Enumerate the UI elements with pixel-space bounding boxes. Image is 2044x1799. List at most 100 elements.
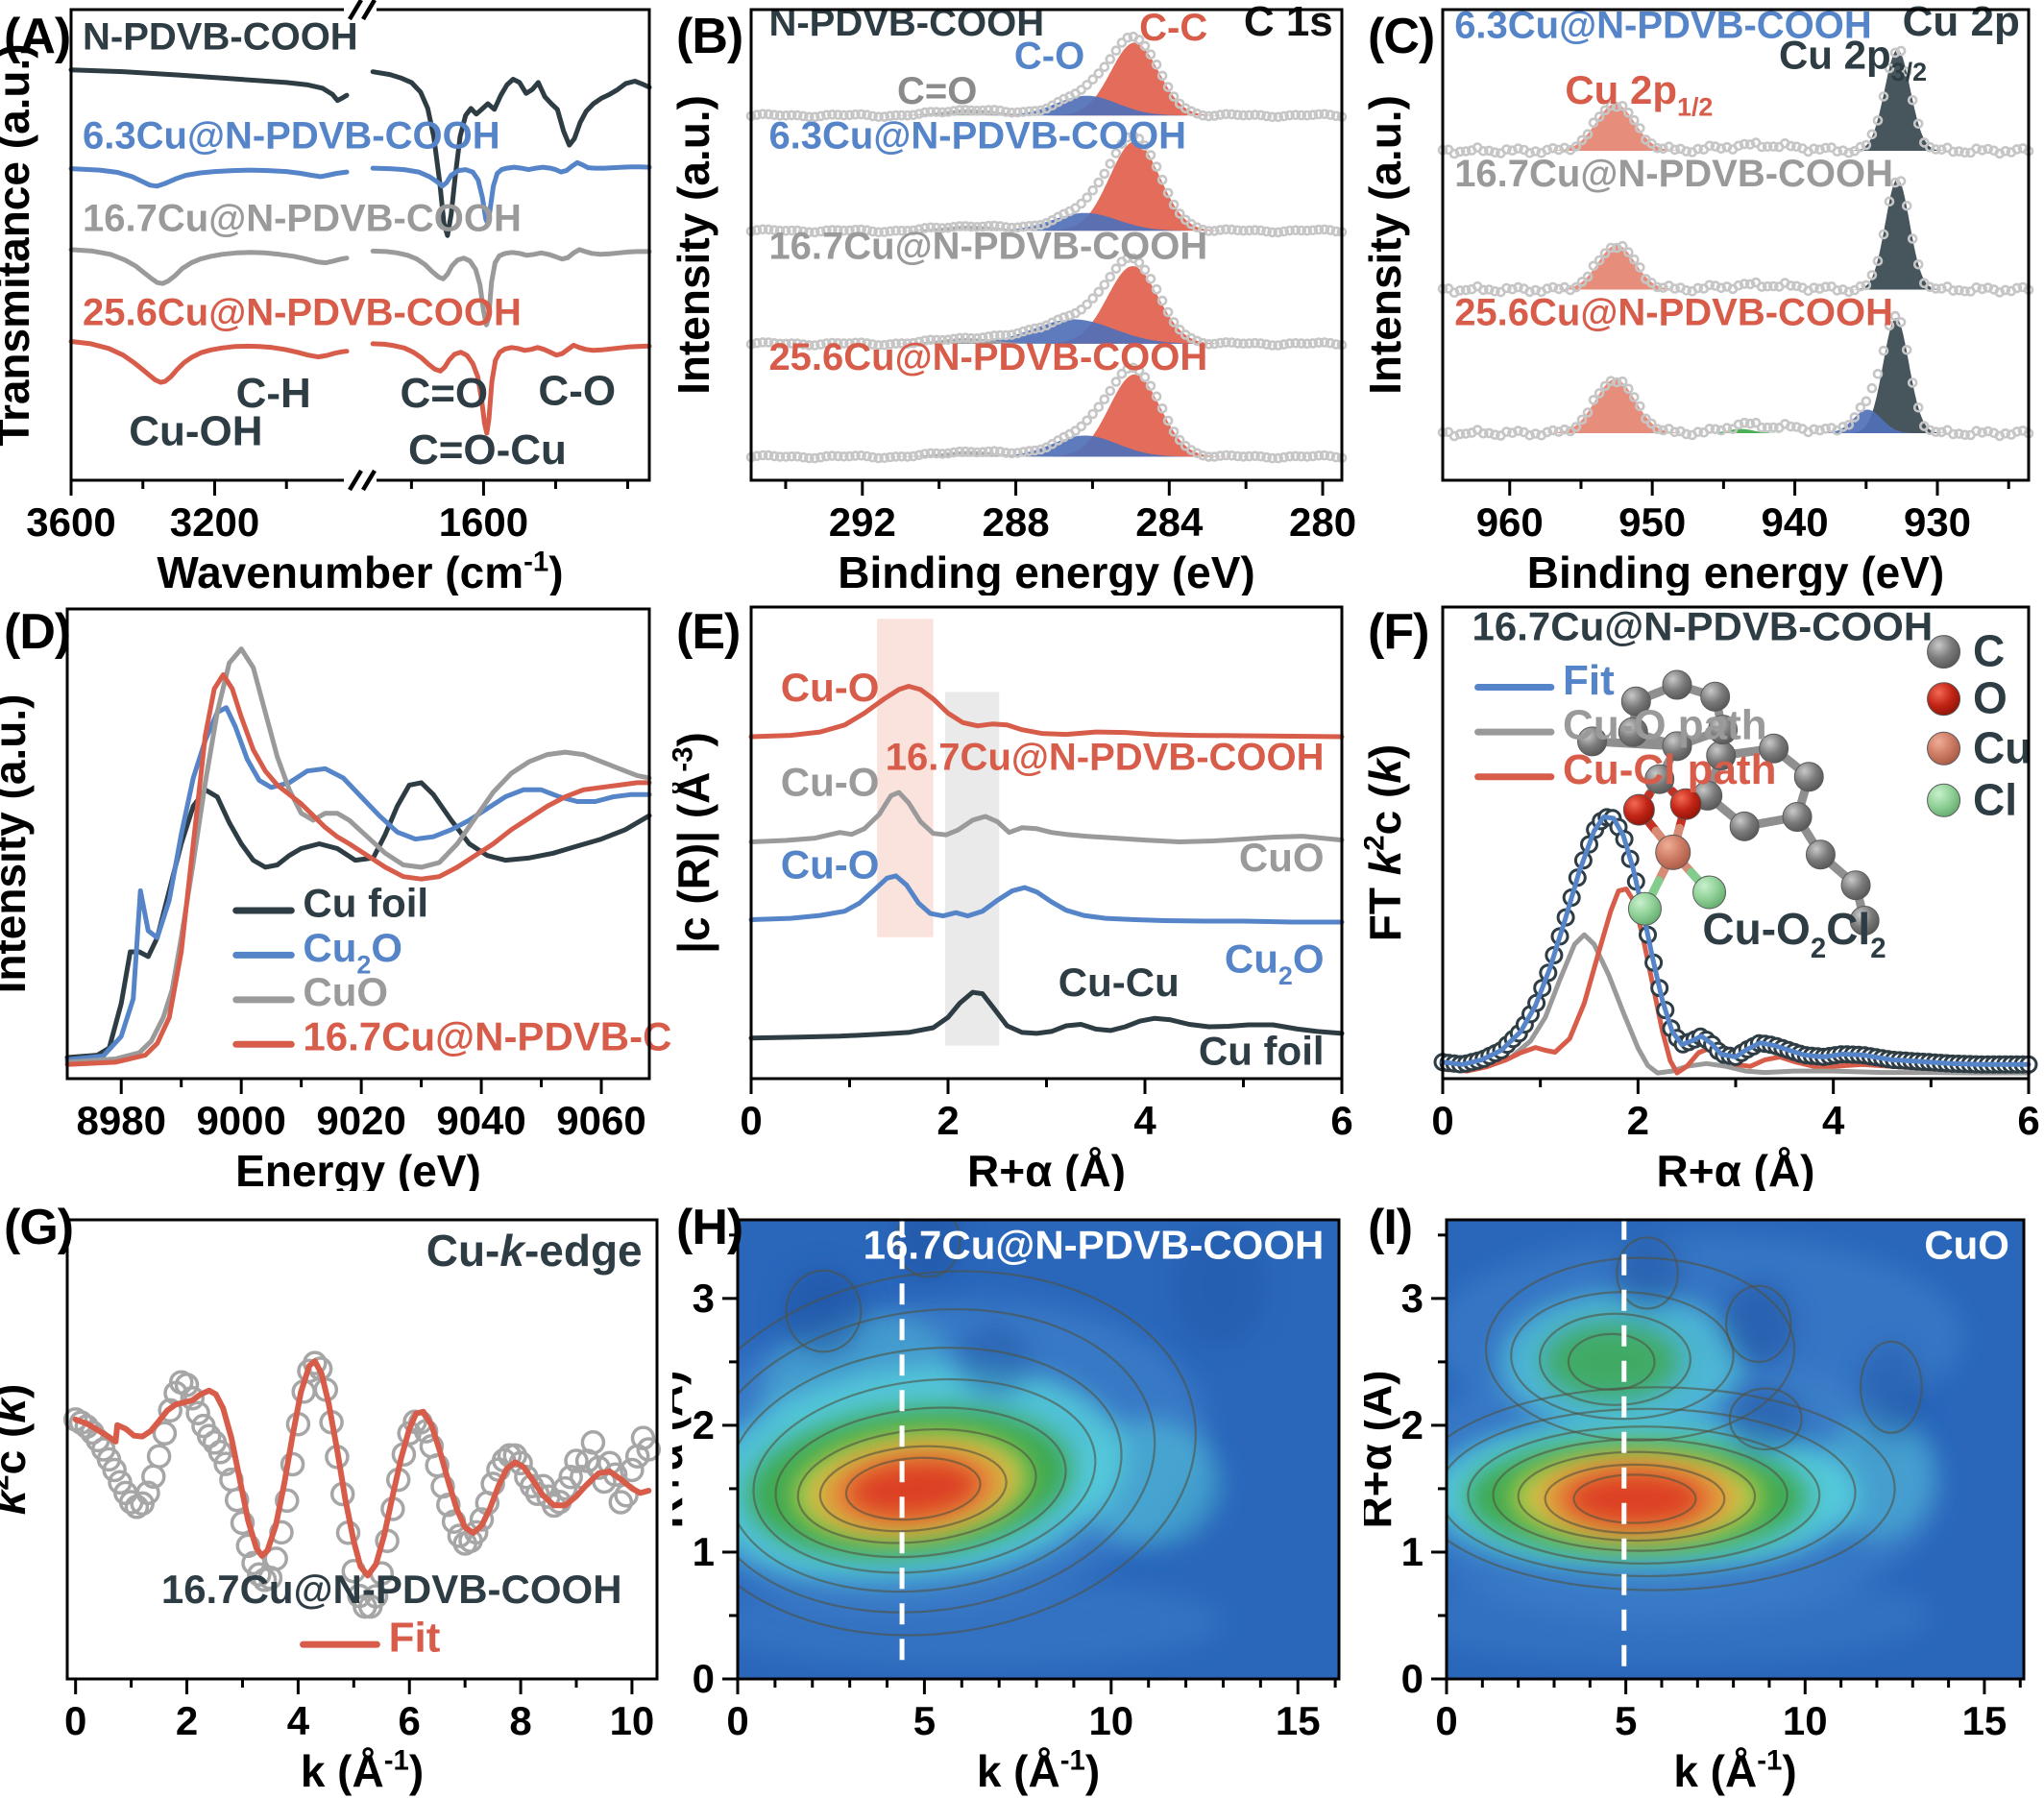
svg-text:3: 3 <box>1401 1276 1424 1321</box>
panel-h-letter: (H) <box>676 1200 743 1255</box>
svg-text:6.3Cu@N-PDVB-COOH: 6.3Cu@N-PDVB-COOH <box>83 115 500 158</box>
svg-text:Cu-O path: Cu-O path <box>1563 701 1767 748</box>
panel-b-chart: N-PDVB-COOH C 1sC=OC-OC-C6.3Cu@N-PDVB-COO… <box>672 0 1356 596</box>
svg-text:Intensity (a.u.): Intensity (a.u.) <box>1364 95 1410 395</box>
panel-i: (I) CuO 0 5 10 15 0 1 2 3 k (Å-1) R+α (Å) <box>1364 1191 2044 1799</box>
svg-text:Cu-OH: Cu-OH <box>129 407 262 454</box>
svg-text:Energy (eV): Energy (eV) <box>235 1146 481 1191</box>
svg-text:288: 288 <box>983 499 1050 545</box>
svg-text:C-O: C-O <box>538 368 616 415</box>
svg-text:10: 10 <box>610 1698 655 1743</box>
svg-text:C=O-Cu: C=O-Cu <box>408 426 567 474</box>
svg-text:|c (R)| (Å-3): |c (R)| (Å-3) <box>672 732 718 954</box>
svg-text:9020: 9020 <box>316 1098 405 1143</box>
svg-text:9000: 9000 <box>196 1098 285 1143</box>
svg-text:9060: 9060 <box>556 1098 645 1143</box>
panel-a-chart: N-PDVB-COOH 6.3Cu@N-PDVB-COOH 16.7Cu@N-PDV… <box>0 0 652 596</box>
svg-text:16.7Cu@N-PDVB-COOH: 16.7Cu@N-PDVB-COOH <box>1454 153 1893 195</box>
svg-text:930: 930 <box>1904 499 1971 545</box>
svg-text:5: 5 <box>913 1698 936 1743</box>
panel-e-letter: (E) <box>676 604 741 660</box>
svg-text:16.7Cu@N-PDVB-COOH: 16.7Cu@N-PDVB-COOH <box>161 1567 622 1612</box>
panel-e: (E) Cu-O 16.7Cu@N-PDVB-COOH Cu-O CuO Cu-O Cu2… <box>672 596 1364 1191</box>
svg-text:0: 0 <box>726 1698 748 1743</box>
svg-text:3: 3 <box>693 1276 715 1321</box>
svg-text:15: 15 <box>1276 1698 1321 1743</box>
svg-text:Cu-k-edge: Cu-k-edge <box>426 1226 643 1276</box>
svg-text:1: 1 <box>1401 1529 1424 1574</box>
svg-text:C-C: C-C <box>1139 7 1207 49</box>
svg-text:5: 5 <box>1615 1698 1637 1743</box>
svg-text:Cl: Cl <box>1973 774 2017 824</box>
svg-text:16.7Cu@N-PDVB-COOH: 16.7Cu@N-PDVB-COOH <box>864 1223 1325 1268</box>
svg-text:Binding energy (eV): Binding energy (eV) <box>1527 547 1944 596</box>
svg-text:2: 2 <box>176 1698 198 1743</box>
svg-text:16.7Cu@N-PDVB-COOH: 16.7Cu@N-PDVB-COOH <box>1472 603 1934 648</box>
svg-text:6: 6 <box>399 1698 421 1743</box>
svg-text:C-O: C-O <box>1014 35 1084 77</box>
svg-text:FT k2c (k): FT k2c (k) <box>1364 744 1410 942</box>
panel-h: (H) 16.7Cu@N-PDVB-COOH 0 5 10 15 0 1 2 3 k (Å-1) R… <box>672 1191 1364 1799</box>
svg-text:Cu-Cl path: Cu-Cl path <box>1563 746 1776 793</box>
panel-i-chart: CuO 0 5 10 15 0 1 2 3 k (Å-1) R+α (Å) <box>1364 1218 2026 1796</box>
svg-text:280: 280 <box>1289 499 1356 545</box>
panel-g: (G) Cu-k-edge 16.7Cu@N-PDVB-COOH Fit 0 2 4 6 8 1… <box>0 1191 672 1799</box>
svg-text:284: 284 <box>1135 499 1204 545</box>
svg-text:6.3Cu@N-PDVB-COOH: 6.3Cu@N-PDVB-COOH <box>1454 4 1872 46</box>
svg-text:25.6Cu@N-PDVB-COOH: 25.6Cu@N-PDVB-COOH <box>768 336 1207 378</box>
svg-text:2: 2 <box>693 1402 715 1447</box>
svg-text:8: 8 <box>509 1698 531 1743</box>
svg-text:0: 0 <box>693 1656 715 1701</box>
svg-text:R+α (Å): R+α (Å) <box>1657 1146 1815 1191</box>
svg-text:C 1s: C 1s <box>1244 0 1333 45</box>
panel-f-letter: (F) <box>1368 604 1429 660</box>
svg-text:O: O <box>1973 673 2008 723</box>
panel-b-letter: (B) <box>676 9 743 64</box>
svg-text:9040: 9040 <box>436 1098 525 1143</box>
svg-text:N-PDVB-COOH: N-PDVB-COOH <box>83 16 358 59</box>
svg-text:Binding energy (eV): Binding energy (eV) <box>838 547 1254 596</box>
svg-text:2: 2 <box>937 1098 959 1143</box>
svg-text:940: 940 <box>1762 499 1829 545</box>
svg-text:16.7Cu@N-PDVB-COOH: 16.7Cu@N-PDVB-COOH <box>886 736 1325 778</box>
panel-f: (F) C O Cu Cl 16.7Cu@N-PDVB-COOH Fit Cu-O path… <box>1364 596 2044 1191</box>
svg-text:960: 960 <box>1476 499 1544 545</box>
svg-text:Fit: Fit <box>1563 657 1615 704</box>
panel-g-letter: (G) <box>4 1200 74 1255</box>
svg-text:k (Å-1): k (Å-1) <box>301 1745 424 1797</box>
svg-text:Fit: Fit <box>389 1614 441 1661</box>
svg-text:Intensity (a.u.): Intensity (a.u.) <box>0 694 35 994</box>
svg-text:CuO: CuO <box>1239 835 1325 880</box>
svg-text:8980: 8980 <box>77 1098 166 1143</box>
panel-c: (C) 6.3Cu@N-PDVB-COOH Cu 2p Cu 2p3/2 Cu 2p1… <box>1364 0 2044 596</box>
svg-text:950: 950 <box>1618 499 1686 545</box>
svg-text:Cu-Cu: Cu-Cu <box>1058 960 1180 1005</box>
svg-text:6: 6 <box>1330 1098 1352 1143</box>
panel-a-letter: (A) <box>4 9 71 64</box>
svg-text:C=O: C=O <box>400 370 488 417</box>
panel-d-letter: (D) <box>4 604 71 660</box>
svg-text:0: 0 <box>1401 1656 1424 1701</box>
svg-text:Cu 2p: Cu 2p <box>1903 0 2020 45</box>
svg-text:0: 0 <box>1435 1698 1457 1743</box>
svg-text:25.6Cu@N-PDVB-COOH: 25.6Cu@N-PDVB-COOH <box>83 291 522 333</box>
panel-b: (B) N-PDVB-COOH C 1s C=O C-O C-C 6.3Cu@N-PDVB… <box>672 0 1364 596</box>
svg-text:0: 0 <box>1431 1098 1453 1143</box>
svg-text:4: 4 <box>287 1698 310 1743</box>
svg-text:CuO: CuO <box>303 969 388 1014</box>
svg-text:Cu 2p3/2: Cu 2p3/2 <box>1779 32 1927 86</box>
svg-text:16.7Cu@N-PDVB-COOH: 16.7Cu@N-PDVB-COOH <box>303 1014 672 1059</box>
svg-text:CuO: CuO <box>1924 1223 2009 1268</box>
panel-h-chart: 16.7Cu@N-PDVB-COOH 0 5 10 15 0 1 2 3 k (Å-1) R+α (… <box>672 1218 1341 1796</box>
svg-text:4: 4 <box>1822 1098 1845 1143</box>
svg-text:Cu-O: Cu-O <box>781 841 880 887</box>
svg-text:6.3Cu@N-PDVB-COOH: 6.3Cu@N-PDVB-COOH <box>768 115 1186 158</box>
svg-text:2: 2 <box>1401 1402 1424 1447</box>
svg-text:3600: 3600 <box>26 499 115 545</box>
svg-text:R+α (Å): R+α (Å) <box>1364 1371 1400 1529</box>
panel-e-chart: Cu-O16.7Cu@N-PDVB-COOHCu-OCuOCu-OCu2OCu-… <box>672 605 1353 1191</box>
